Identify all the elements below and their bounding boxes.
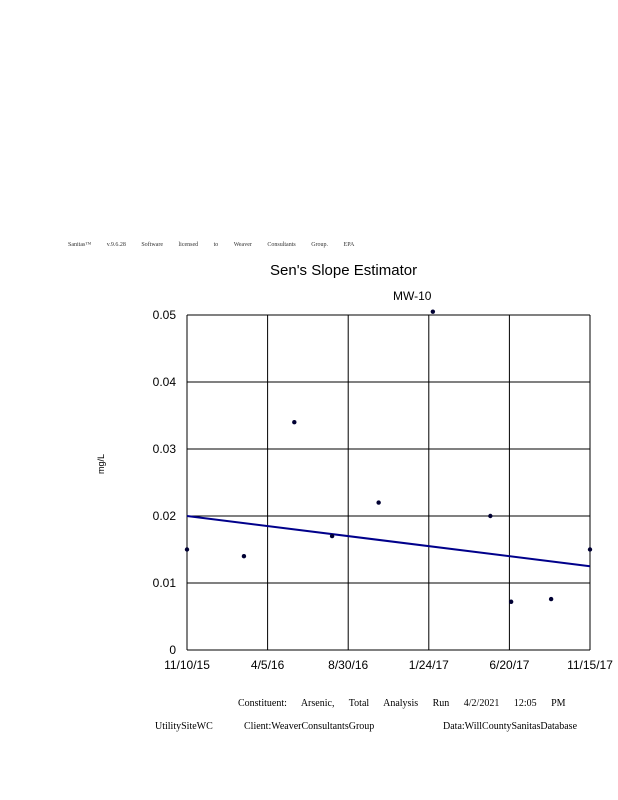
y-tick-label: 0 — [169, 643, 176, 657]
data-point — [430, 309, 436, 314]
license-line: Sanitas™ v.9.6.28 Software licensed to W… — [68, 242, 355, 248]
data-point — [329, 533, 335, 539]
footer-database: Data:WillCountySanitasDatabase — [443, 721, 578, 732]
data-point — [184, 547, 190, 552]
footer-client: Client:WeaverConsultantsGroup — [244, 721, 375, 732]
data-point — [376, 500, 381, 505]
footer-constituent-line: Constituent: Arsenic, Total Analysis Run… — [238, 698, 566, 709]
x-tick-label: 11/10/15 — [164, 658, 210, 672]
data-point — [587, 547, 593, 552]
data-point — [292, 420, 297, 425]
y-tick-label: 0.03 — [153, 442, 177, 456]
x-tick-label: 8/30/16 — [328, 658, 368, 672]
footer-site: UtilitySiteWC — [155, 721, 213, 732]
data-point — [508, 599, 514, 604]
chart-subtitle: MW-10 — [393, 289, 432, 303]
x-tick-label: 1/24/17 — [409, 658, 449, 672]
data-point — [548, 596, 554, 602]
sens-slope-trend-line — [186, 515, 591, 568]
x-tick-label: 11/15/17 — [567, 658, 613, 672]
y-tick-label: 0.04 — [153, 375, 177, 389]
chart-title: Sen's Slope Estimator — [270, 262, 418, 279]
y-tick-label: 0.02 — [153, 509, 177, 523]
data-point — [241, 554, 247, 559]
y-tick-label: 0.01 — [153, 576, 177, 590]
x-tick-label: 6/20/17 — [489, 658, 529, 672]
y-tick-label: 0.05 — [153, 308, 177, 322]
x-tick-label: 4/5/16 — [251, 658, 285, 672]
data-point — [488, 513, 493, 519]
